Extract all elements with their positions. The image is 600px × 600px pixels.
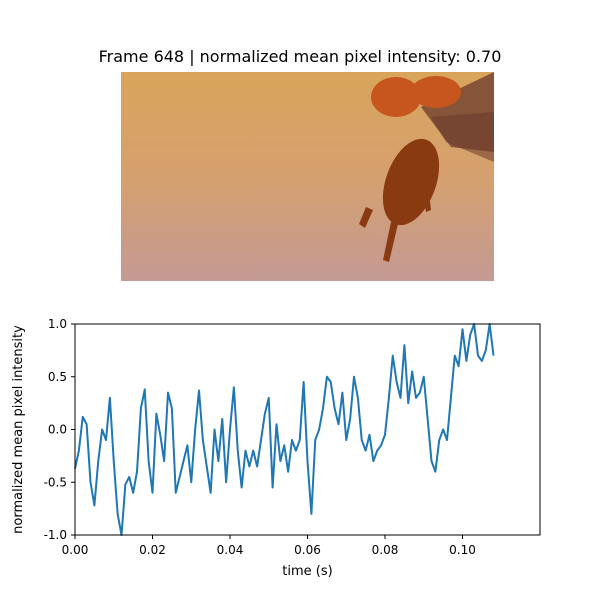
plot-area [75, 324, 540, 535]
y-tick-label: -1.0 [44, 528, 67, 542]
x-tick-label: 0.10 [449, 543, 476, 557]
series-layer [74, 323, 495, 536]
video-frame-image [121, 72, 494, 281]
y-tick-label: -0.5 [44, 475, 67, 489]
x-tick-label: 0.02 [139, 543, 166, 557]
y-tick-label: 0.0 [48, 423, 67, 437]
y-axis-label: normalized mean pixel intensity [11, 325, 26, 534]
x-tick-label: 0.00 [62, 543, 89, 557]
y-tick-label: 1.0 [48, 317, 67, 331]
y-axis: -1.0 -0.5 0.0 0.5 1.0 [44, 317, 75, 542]
series-line-0 [74, 323, 495, 536]
x-tick-label: 0.06 [294, 543, 321, 557]
x-axis: 0.00 0.02 0.04 0.06 0.08 0.10 [62, 535, 476, 557]
beetle-shape [359, 72, 494, 262]
x-tick-label: 0.04 [217, 543, 244, 557]
figure-title: Frame 648 | normalized mean pixel intens… [98, 47, 502, 66]
y-tick-label: 0.5 [48, 370, 67, 384]
x-axis-label: time (s) [282, 564, 332, 579]
x-tick-label: 0.08 [372, 543, 399, 557]
